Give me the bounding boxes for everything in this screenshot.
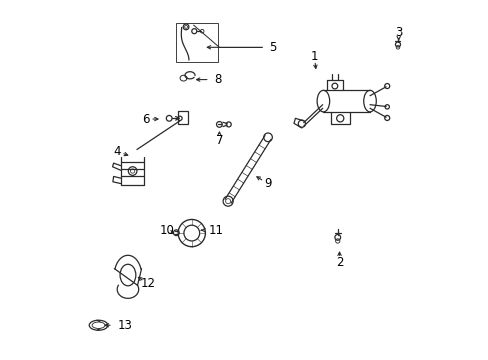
Text: 6: 6 <box>142 113 149 126</box>
Text: 12: 12 <box>140 278 155 291</box>
Text: 5: 5 <box>269 41 276 54</box>
Bar <box>178 111 188 124</box>
Text: 4: 4 <box>113 145 121 158</box>
Text: 1: 1 <box>310 50 318 63</box>
Text: 10: 10 <box>160 224 175 237</box>
Text: 8: 8 <box>214 73 221 86</box>
Text: 7: 7 <box>215 134 223 147</box>
Text: 9: 9 <box>264 177 271 190</box>
Text: 11: 11 <box>208 224 223 237</box>
Text: 2: 2 <box>335 256 343 269</box>
Bar <box>176 23 217 62</box>
Text: 3: 3 <box>394 27 402 40</box>
Text: 13: 13 <box>117 319 132 332</box>
